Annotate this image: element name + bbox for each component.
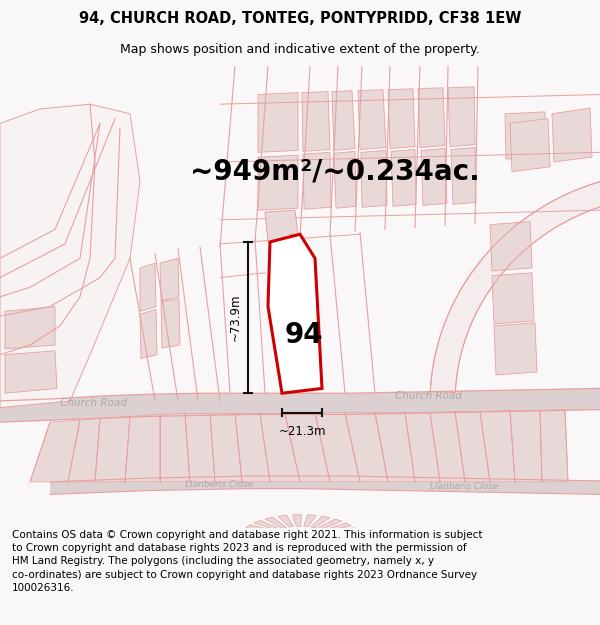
Polygon shape [5,306,55,349]
Polygon shape [492,272,534,324]
Polygon shape [278,515,293,527]
Polygon shape [332,91,355,151]
Polygon shape [160,258,179,301]
Polygon shape [140,309,157,359]
Polygon shape [210,414,242,482]
Polygon shape [388,89,415,149]
Polygon shape [285,412,330,482]
Polygon shape [430,173,600,392]
Polygon shape [345,412,388,482]
Polygon shape [235,414,270,482]
Polygon shape [317,519,342,529]
Polygon shape [418,88,445,148]
Polygon shape [260,414,300,482]
Polygon shape [311,516,330,528]
Polygon shape [455,411,490,482]
Polygon shape [125,414,160,482]
Text: Contains OS data © Crown copyright and database right 2021. This information is : Contains OS data © Crown copyright and d… [12,530,482,593]
Polygon shape [161,299,180,348]
Text: Map shows position and indicative extent of the property.: Map shows position and indicative extent… [120,42,480,56]
Polygon shape [185,414,215,482]
Polygon shape [95,416,130,482]
Polygon shape [405,412,440,482]
Polygon shape [552,108,592,162]
Polygon shape [421,149,447,206]
Polygon shape [358,90,386,149]
Polygon shape [258,155,298,210]
Polygon shape [302,92,330,151]
Text: Church Road: Church Road [60,398,127,408]
Polygon shape [50,476,600,494]
Polygon shape [140,263,156,311]
Polygon shape [304,515,316,527]
Polygon shape [505,112,546,159]
Polygon shape [361,151,387,208]
Polygon shape [241,530,272,536]
Polygon shape [265,210,298,242]
Polygon shape [540,409,568,482]
Polygon shape [391,149,416,206]
Polygon shape [0,104,140,408]
Text: 94, CHURCH ROAD, TONTEG, PONTYPRIDD, CF38 1EW: 94, CHURCH ROAD, TONTEG, PONTYPRIDD, CF3… [79,11,521,26]
Polygon shape [323,523,351,532]
Polygon shape [303,152,331,209]
Polygon shape [0,388,600,422]
Text: ~949m²/~0.234ac.: ~949m²/~0.234ac. [190,158,480,186]
Polygon shape [160,414,190,482]
Polygon shape [480,411,515,482]
Polygon shape [293,514,302,526]
Polygon shape [246,525,275,532]
Polygon shape [68,418,100,482]
Polygon shape [334,151,356,208]
Polygon shape [375,412,415,482]
Text: 94: 94 [284,321,323,349]
Polygon shape [268,234,322,393]
Polygon shape [327,528,358,534]
Polygon shape [448,87,475,146]
Polygon shape [510,119,550,172]
Polygon shape [30,420,80,482]
Polygon shape [490,222,532,271]
Text: Llanberis Close: Llanberis Close [430,482,499,491]
Polygon shape [265,517,286,528]
Polygon shape [315,412,360,482]
Polygon shape [494,323,537,375]
Polygon shape [510,411,542,482]
Polygon shape [329,533,360,537]
Polygon shape [258,92,298,152]
Text: Church Road: Church Road [395,391,462,401]
Text: ~21.3m: ~21.3m [278,425,326,438]
Polygon shape [254,521,280,531]
Text: ~73.9m: ~73.9m [229,294,242,341]
Polygon shape [451,148,476,204]
Polygon shape [5,351,57,393]
Polygon shape [430,411,465,482]
Text: Llanberis Close: Llanberis Close [185,480,253,489]
